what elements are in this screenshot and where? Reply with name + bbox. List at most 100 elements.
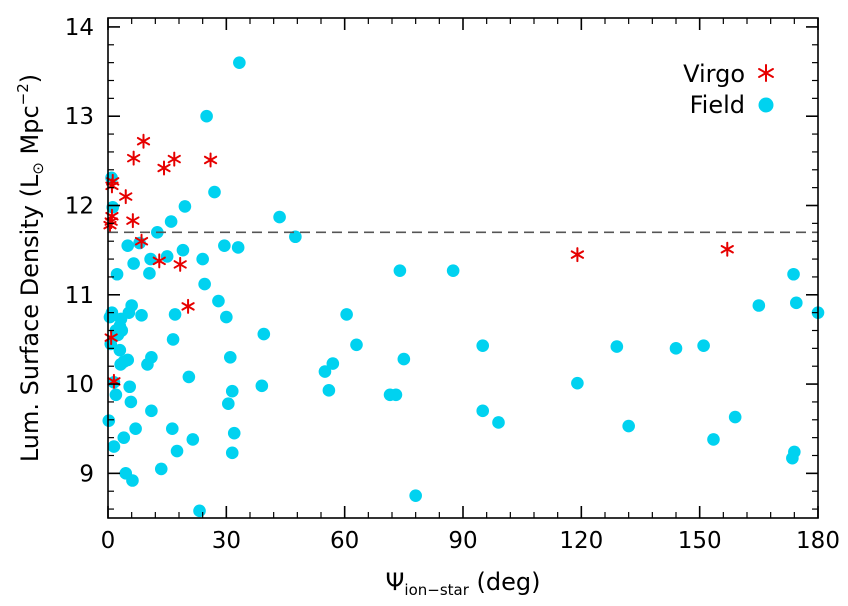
virgo-point <box>720 241 734 257</box>
field-point <box>446 264 460 277</box>
field-point <box>318 365 332 378</box>
field-point <box>476 404 490 418</box>
x-axis-label-symbol: Ψ <box>386 568 405 596</box>
field-point <box>145 404 158 418</box>
x-tick-label: 180 <box>796 528 840 554</box>
field-point <box>127 257 140 270</box>
field-point <box>571 376 584 390</box>
field-point <box>326 357 340 370</box>
y-tick-label: 12 <box>65 194 94 220</box>
field-point <box>193 504 206 518</box>
x-tick-label: 120 <box>559 528 603 554</box>
y-axis-label-sun: ⊙ <box>29 162 47 175</box>
field-point <box>289 230 302 244</box>
field-point <box>106 200 120 214</box>
field-point <box>143 267 156 280</box>
y-tick-label: 11 <box>65 283 94 309</box>
field-point <box>728 410 742 424</box>
field-point <box>125 299 138 312</box>
field-point <box>123 380 136 394</box>
field-point <box>476 339 490 352</box>
field-point <box>257 327 271 341</box>
field-point <box>227 426 241 440</box>
field-point <box>397 352 411 366</box>
virgo-point <box>152 253 166 269</box>
virgo-point <box>134 233 149 249</box>
field-point <box>182 370 196 384</box>
field-point <box>135 309 148 322</box>
virgo-point <box>119 189 133 205</box>
y-tick-label: 9 <box>79 461 94 487</box>
x-axis-label-unit: (deg) <box>469 568 541 596</box>
axis-ticks: 0 30 60 90 120 150 180 9 10 11 12 13 14 <box>65 15 840 554</box>
field-point <box>154 462 168 476</box>
virgo-point <box>106 173 120 189</box>
field-point <box>115 324 129 337</box>
field-point <box>168 308 182 321</box>
y-tick-label: 13 <box>65 104 94 130</box>
virgo-point <box>157 160 171 176</box>
field-point <box>790 296 803 310</box>
field-point <box>198 277 211 291</box>
field-point <box>117 431 131 444</box>
field-point <box>231 241 245 254</box>
field-point <box>787 267 800 281</box>
field-point <box>340 308 353 321</box>
field-point <box>178 200 192 213</box>
field-point <box>222 397 235 411</box>
x-tick-label: 0 <box>101 528 116 554</box>
field-point <box>669 342 683 355</box>
legend-label-virgo: Virgo <box>683 60 745 88</box>
field-point <box>121 353 135 367</box>
field-point <box>409 489 422 502</box>
field-point <box>165 422 179 436</box>
legend: Virgo Field <box>683 60 774 119</box>
field-point <box>208 185 221 199</box>
y-axis-label-close: ) <box>16 74 44 83</box>
field-point <box>107 440 121 453</box>
field-point <box>166 333 180 346</box>
y-tick-label: 14 <box>65 15 94 41</box>
data-points <box>102 56 825 518</box>
field-point <box>322 384 336 397</box>
field-point <box>129 422 142 436</box>
field-point <box>622 419 635 433</box>
field-point <box>389 388 403 402</box>
x-axis-label: Ψion−star (deg) <box>386 568 541 599</box>
field-point <box>225 446 239 460</box>
field-point <box>225 384 239 398</box>
virgo-point <box>203 152 218 168</box>
virgo-point <box>570 247 585 263</box>
field-point <box>200 109 213 123</box>
field-point <box>223 350 237 364</box>
field-point <box>752 299 766 312</box>
field-point <box>110 267 124 281</box>
y-tick-label: 10 <box>65 372 94 398</box>
legend-marker-virgo <box>758 64 774 82</box>
virgo-point <box>173 256 187 272</box>
field-point <box>145 350 158 364</box>
legend-marker-field <box>758 97 774 113</box>
field-point <box>170 444 184 458</box>
x-tick-label: 60 <box>330 528 359 554</box>
field-point <box>350 338 363 352</box>
y-axis-label: Lum. Surface Density (L⊙ Mpc−2) <box>14 74 47 462</box>
legend-label-field: Field <box>690 91 745 119</box>
field-point <box>492 416 505 429</box>
virgo-point <box>127 150 141 166</box>
field-point <box>176 243 190 257</box>
field-point <box>124 395 138 409</box>
y-axis-label-exponent: −2 <box>14 83 32 105</box>
field-point <box>273 210 286 224</box>
field-point <box>697 339 710 352</box>
field-point <box>788 445 801 459</box>
field-point <box>255 379 269 393</box>
field-point <box>121 239 135 252</box>
field-point <box>233 56 246 69</box>
legend-star <box>758 64 774 82</box>
field-point <box>196 252 209 266</box>
field-point <box>160 250 174 263</box>
x-tick-label: 30 <box>212 528 241 554</box>
field-point <box>212 294 225 308</box>
